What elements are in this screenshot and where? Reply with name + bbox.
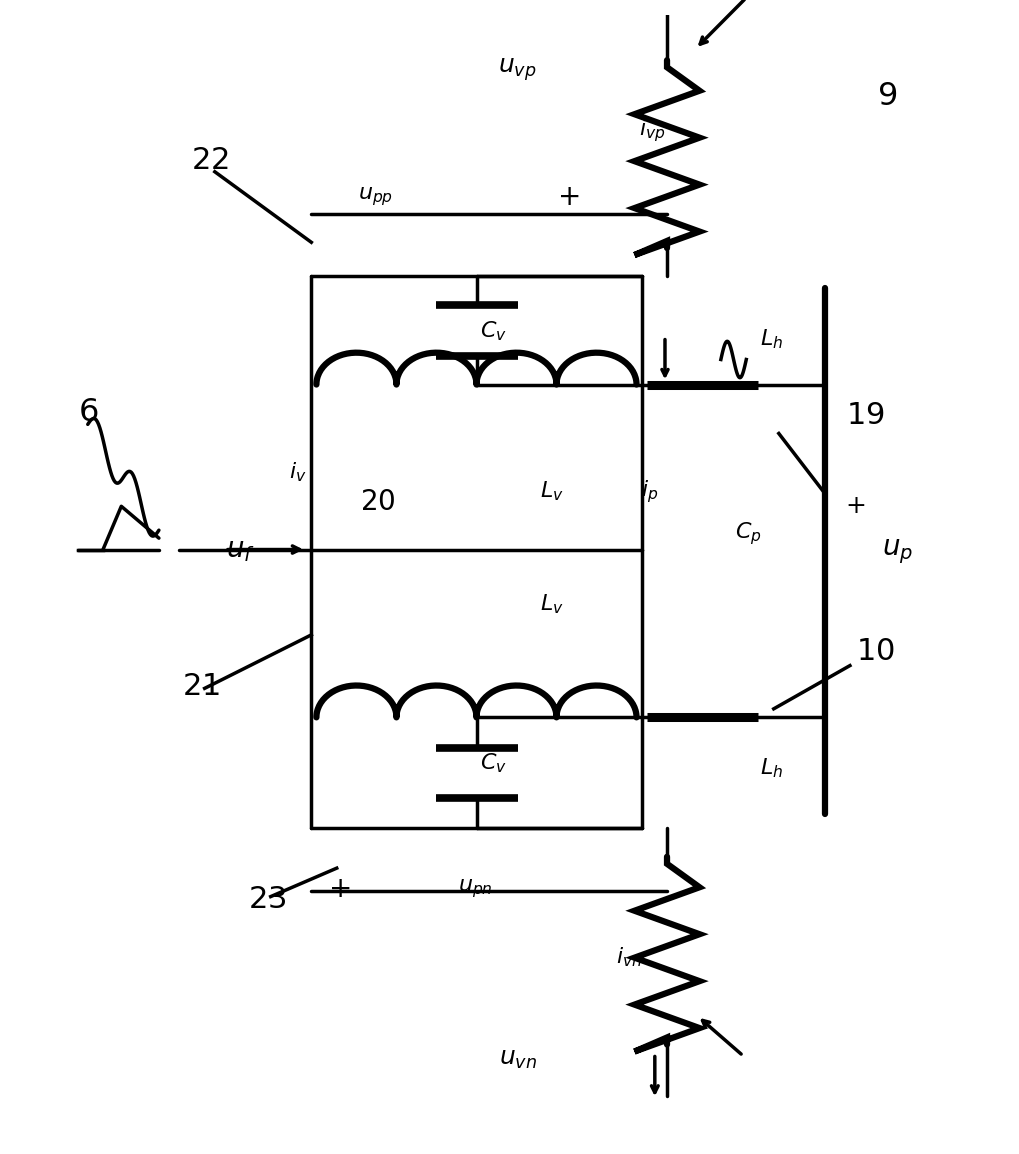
Text: $+$: $+$ <box>327 875 350 902</box>
Text: $\boldsymbol{u_{pp}}$: $\boldsymbol{u_{pp}}$ <box>358 186 393 208</box>
Text: $\boldsymbol{L_h}$: $\boldsymbol{L_h}$ <box>760 328 784 351</box>
Text: $\boldsymbol{L_v}$: $\boldsymbol{L_v}$ <box>540 480 565 503</box>
Text: $\boldsymbol{L_h}$: $\boldsymbol{L_h}$ <box>760 756 784 780</box>
Text: $\boldsymbol{u_{vn}}$: $\boldsymbol{u_{vn}}$ <box>498 1048 537 1071</box>
Text: $6$: $6$ <box>77 397 98 428</box>
Text: $\boldsymbol{i_{vp}}$: $\boldsymbol{i_{vp}}$ <box>639 118 665 144</box>
Text: $23$: $23$ <box>249 885 286 914</box>
Text: $\boldsymbol{C_v}$: $\boldsymbol{C_v}$ <box>480 751 506 775</box>
Text: $\boldsymbol{u_p}$: $\boldsymbol{u_p}$ <box>882 538 913 567</box>
Text: $\boldsymbol{u_{pn}}$: $\boldsymbol{u_{pn}}$ <box>458 877 492 900</box>
Text: $\boldsymbol{u_f}$: $\boldsymbol{u_f}$ <box>226 535 255 563</box>
Text: $10$: $10$ <box>856 637 895 667</box>
Text: $\boldsymbol{C_p}$: $\boldsymbol{C_p}$ <box>735 520 761 547</box>
Text: $+$: $+$ <box>557 182 580 211</box>
Text: $\boldsymbol{i_v}$: $\boldsymbol{i_v}$ <box>289 460 307 484</box>
Text: $22$: $22$ <box>191 145 228 175</box>
Text: $\boldsymbol{i_p}$: $\boldsymbol{i_p}$ <box>641 478 658 505</box>
Text: $9$: $9$ <box>877 81 898 112</box>
Text: $\boldsymbol{i_{vn}}$: $\boldsymbol{i_{vn}}$ <box>616 945 643 968</box>
Text: $\boldsymbol{L_v}$: $\boldsymbol{L_v}$ <box>540 592 565 616</box>
Text: $\boldsymbol{u_{vp}}$: $\boldsymbol{u_{vp}}$ <box>498 57 537 83</box>
Text: $\boldsymbol{C_v}$: $\boldsymbol{C_v}$ <box>480 320 506 343</box>
Text: $20$: $20$ <box>360 488 395 516</box>
Text: $19$: $19$ <box>846 400 884 429</box>
Text: $+$: $+$ <box>845 494 865 518</box>
Text: $21$: $21$ <box>181 672 219 700</box>
